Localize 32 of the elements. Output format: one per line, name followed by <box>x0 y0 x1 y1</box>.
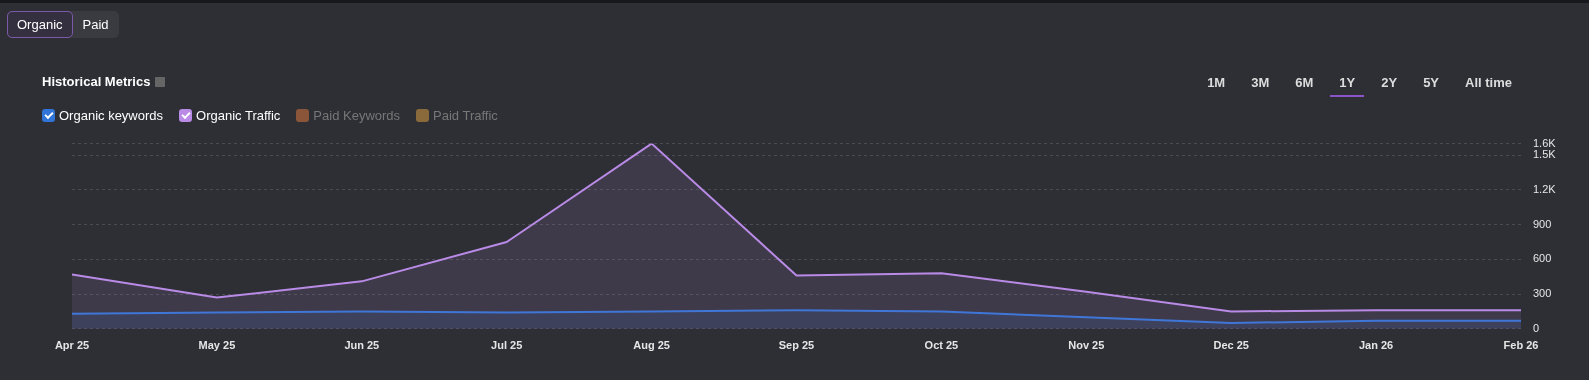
text: 5Y <box>1422 74 1441 92</box>
x-tick-label: May 25 <box>198 339 236 352</box>
x-tick-label: Aug 25 <box>633 339 670 352</box>
y-tick-label: 1.5K <box>1533 148 1557 161</box>
text: 3M <box>1250 74 1271 92</box>
legend-label: Paid Traffic <box>433 108 498 123</box>
legend-label: Organic Traffic <box>196 108 281 123</box>
x-tick-label: Jun 25 <box>344 339 380 352</box>
text: 1Y <box>1330 73 1365 97</box>
y-tick-label: 1.2K <box>1533 182 1557 195</box>
y-tick-label: 900 <box>1533 217 1552 230</box>
text: 1M <box>1206 74 1227 92</box>
x-tick-label: Sep 25 <box>778 339 815 352</box>
x-tick-label: Nov 25 <box>1068 339 1105 352</box>
y-tick-label: 0 <box>1533 321 1540 334</box>
y-tick-label: 300 <box>1533 287 1552 300</box>
text: Paid <box>81 16 110 34</box>
x-tick-label: Apr 25 <box>54 339 90 352</box>
legend-label: Paid Keywords <box>313 108 401 123</box>
text: All time <box>1464 74 1513 92</box>
x-tick-label: Feb 26 <box>1503 339 1539 352</box>
y-tick-label: 600 <box>1533 252 1552 265</box>
text: Organic <box>7 11 73 38</box>
x-tick-label: Dec 25 <box>1213 339 1249 352</box>
text: 6M <box>1294 74 1315 92</box>
text: 2Y <box>1380 74 1399 92</box>
x-tick-label: Jan 26 <box>1358 339 1394 352</box>
x-tick-label: Oct 25 <box>924 339 959 352</box>
legend-label: Organic keywords <box>59 108 164 123</box>
y-tick-label: 1.6K <box>1533 136 1557 149</box>
x-tick-label: Jul 25 <box>491 339 523 352</box>
chart-title: Historical Metrics <box>42 74 151 89</box>
